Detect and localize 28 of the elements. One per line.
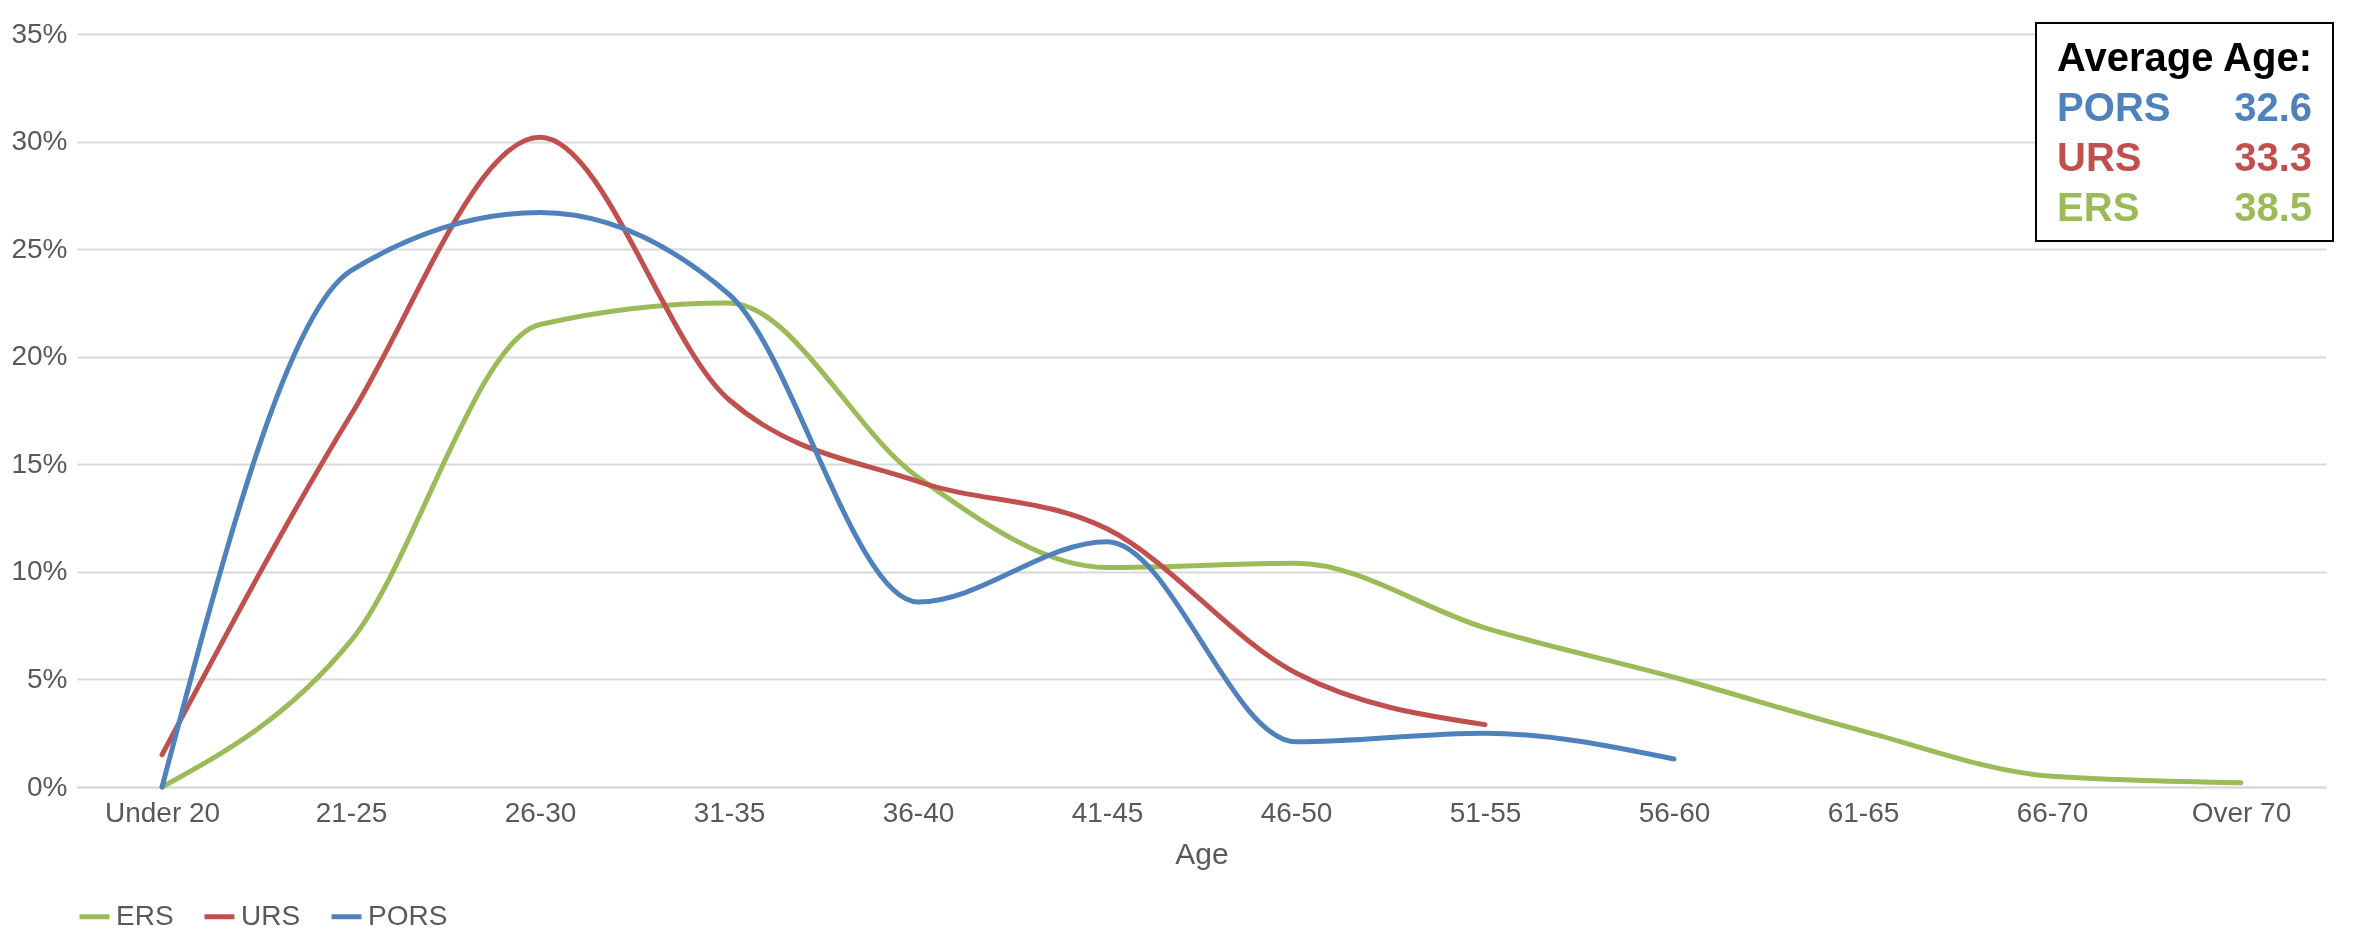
x-tick-label: 46-50 [1260,796,1333,828]
x-tick-label: 31-35 [693,796,766,828]
x-axis-title: Age [1175,836,1229,870]
y-tick-label: 30% [11,125,68,157]
x-tick-label: 66-70 [2016,796,2089,828]
x-tick-label: 21-25 [315,796,388,828]
y-tick-label: 10% [11,555,68,587]
annotation: Average Age: [2057,34,2312,81]
x-tick-label: 41-45 [1071,796,1144,828]
x-tick-label: 61-65 [1827,796,1900,828]
x-tick-label: Over 70 [2191,796,2292,828]
text: URS 33.3 [2057,135,2312,179]
y-tick-label: 20% [11,340,68,372]
legend-label: URS [241,899,301,931]
y-tick-label: 25% [11,232,68,264]
y-tick-label: 15% [11,447,68,479]
y-tick-label: 0% [27,770,68,802]
y-tick-label: 5% [27,662,68,694]
x-tick-label: 26-30 [504,796,577,828]
text: ERS 38.5 [2057,185,2312,229]
x-tick-label: Under 20 [104,796,221,828]
text: PORS 32.6 [2057,85,2312,129]
y-tick-label: 35% [11,17,68,49]
legend-label: ERS [116,899,174,931]
legend-label: PORS [368,899,448,931]
x-tick-label: 51-55 [1449,796,1522,828]
x-tick-label: 36-40 [882,796,955,828]
x-tick-label: 56-60 [1638,796,1711,828]
